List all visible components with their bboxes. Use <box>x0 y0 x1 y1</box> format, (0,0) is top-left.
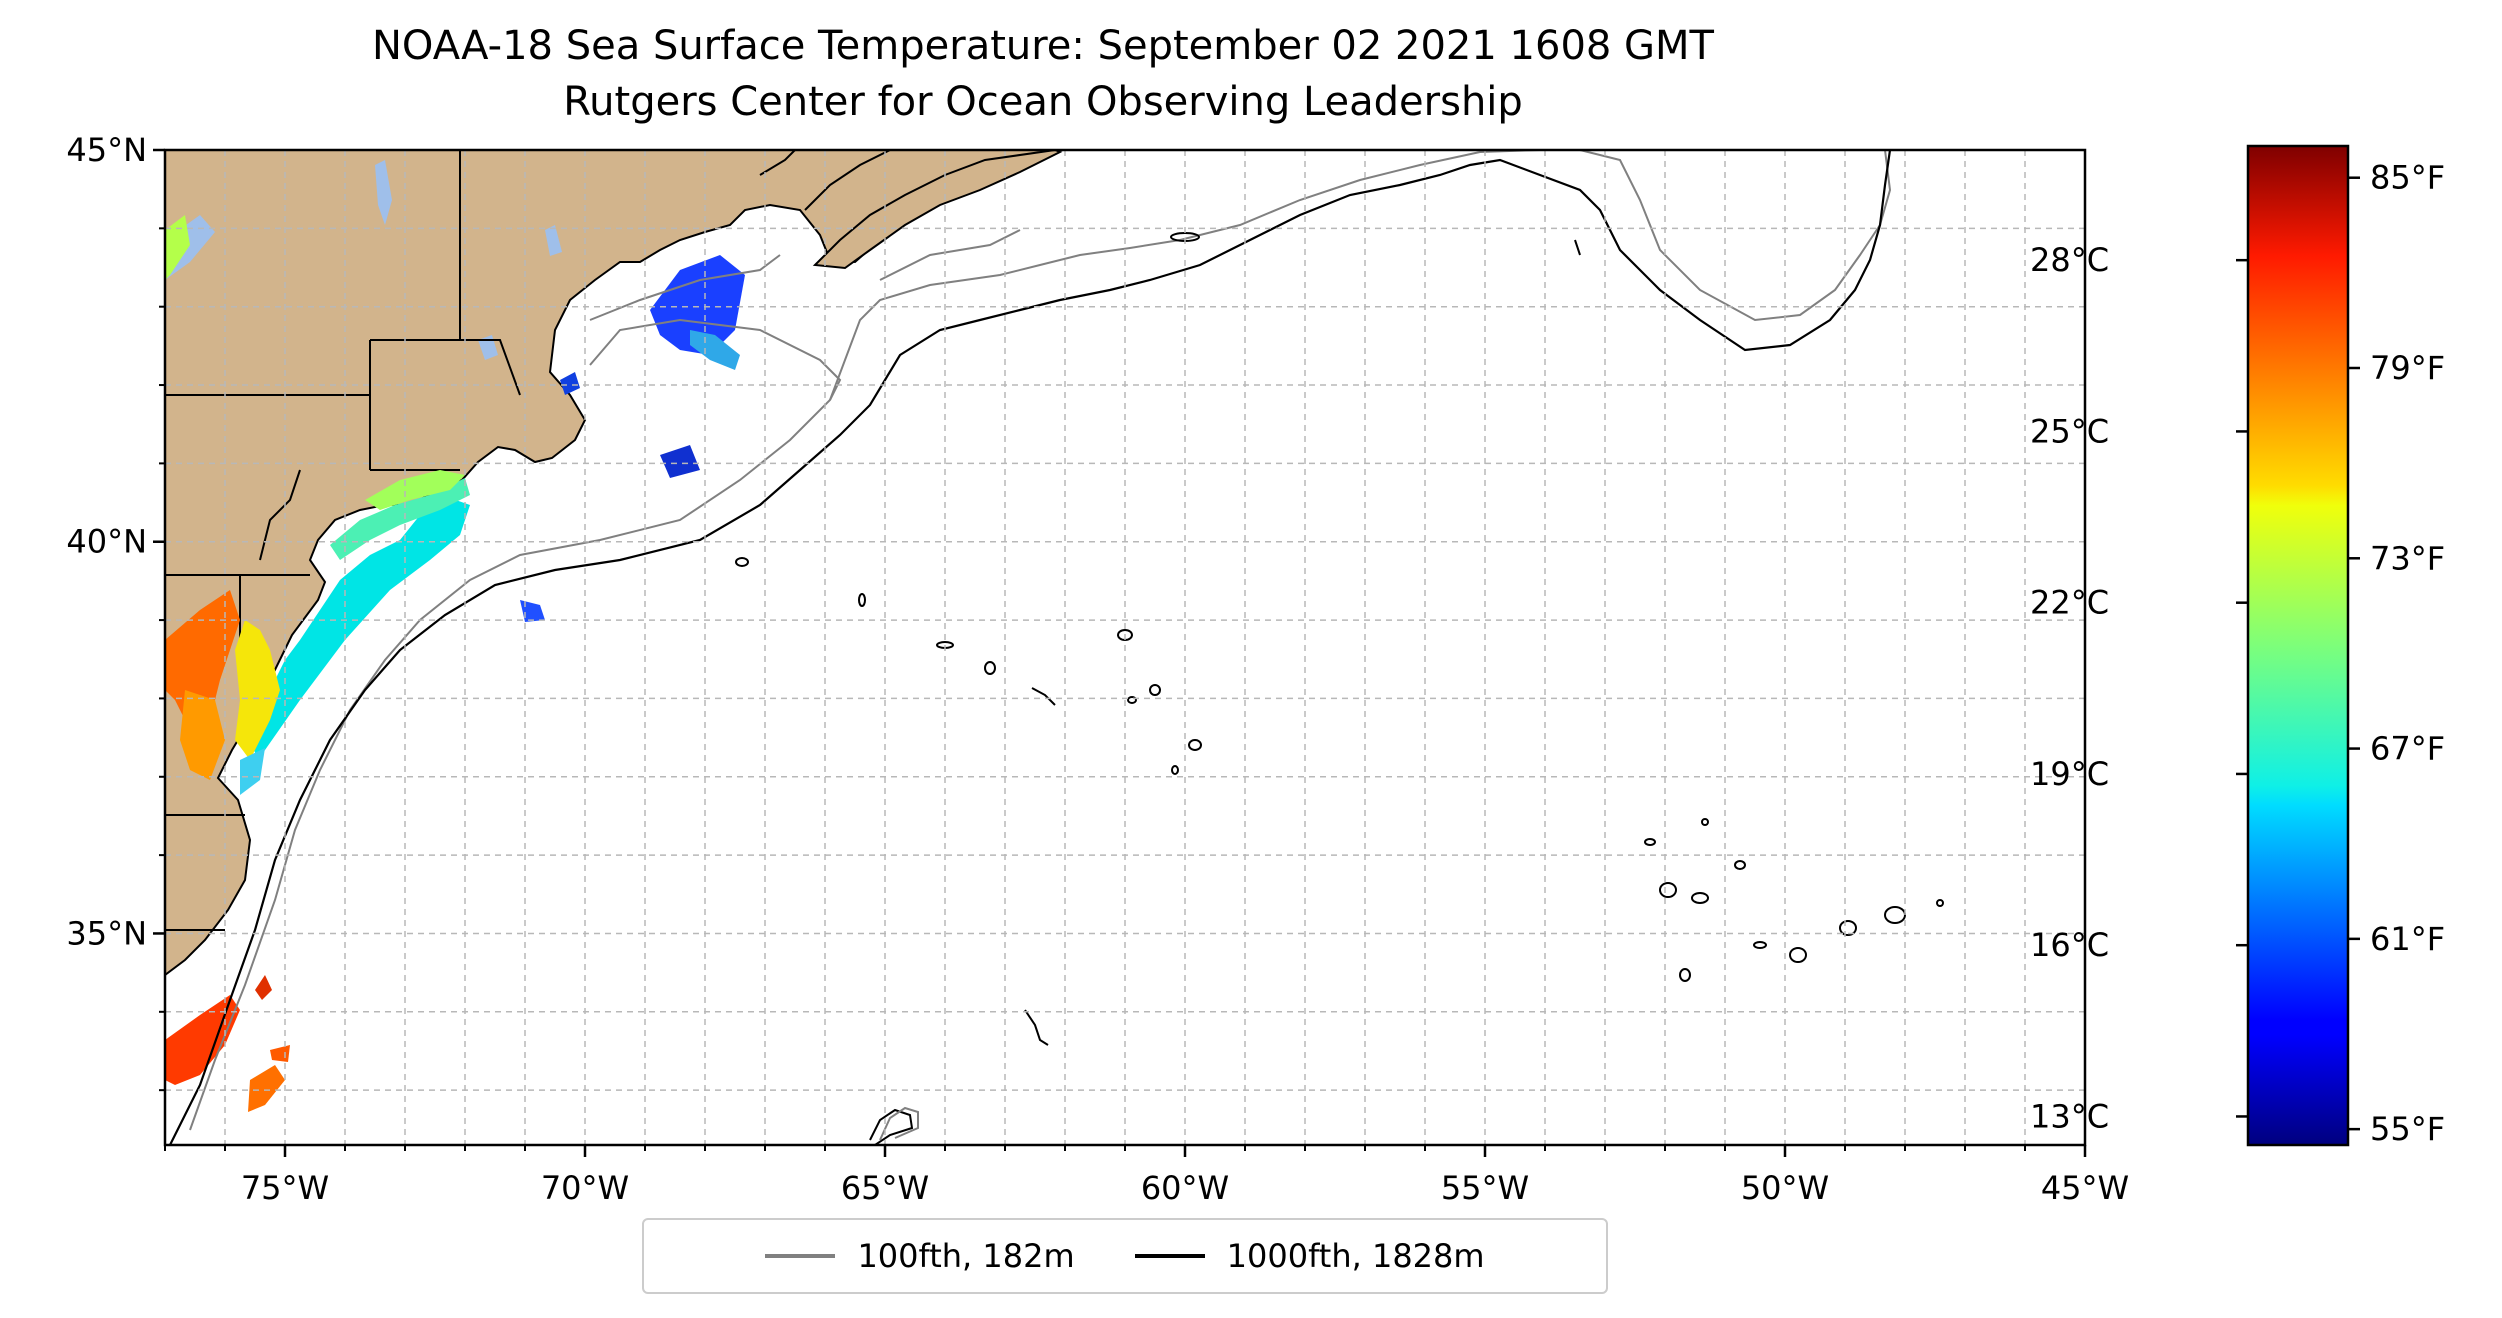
sst-coastal-data <box>165 215 470 1112</box>
colorbar-c-label: 13°C <box>2030 1097 2109 1135</box>
x-tick-label: 75°W <box>241 1169 329 1207</box>
colorbar-f-label: 73°F <box>2370 539 2445 577</box>
colorbar-f-label: 79°F <box>2370 349 2445 387</box>
colorbar-c-label: 16°C <box>2030 926 2109 964</box>
sst-gulf-of-maine-data <box>520 255 745 622</box>
x-tick-label: 55°W <box>1441 1169 1529 1207</box>
y-tick-label: 40°N <box>66 523 147 561</box>
x-axis-ticks: 75°W 70°W 65°W 60°W 55°W 50°W 45°W <box>164 1145 2129 1207</box>
x-tick-label: 50°W <box>1741 1169 1829 1207</box>
legend-item-1000fth: 1000fth, 1828m <box>1134 1237 1485 1275</box>
legend-label-1000fth: 1000fth, 1828m <box>1226 1237 1485 1275</box>
colorbar-f-label: 55°F <box>2370 1110 2445 1148</box>
canada-coast-detail <box>759 150 1581 256</box>
legend: 100fth, 182m 1000fth, 1828m <box>642 1218 1608 1294</box>
seamounts <box>735 232 1944 1145</box>
x-tick-label: 65°W <box>841 1169 929 1207</box>
colorbar-f-label: 61°F <box>2370 920 2445 958</box>
land-nova-scotia <box>812 150 1063 270</box>
colorbar-c-label: 22°C <box>2030 584 2109 622</box>
chart-subtitle: Rutgers Center for Ocean Observing Leade… <box>563 79 1523 125</box>
colorbar-fahrenheit-ticks: 85°F 79°F 73°F 67°F 61°F 55°F <box>2348 159 2445 1148</box>
colorbar-f-label: 67°F <box>2370 730 2445 768</box>
y-tick-label: 35°N <box>66 914 147 952</box>
chart-title: NOAA-18 Sea Surface Temperature: Septemb… <box>372 23 1714 69</box>
colorbar-c-label: 28°C <box>2030 241 2109 279</box>
colorbar-f-label: 85°F <box>2370 159 2445 197</box>
legend-swatch-100fth <box>765 1254 836 1258</box>
x-tick-label: 70°W <box>541 1169 629 1207</box>
isobath-1000fth <box>169 150 1892 1145</box>
legend-label-100fth: 100fth, 182m <box>857 1237 1075 1275</box>
map-gridlines <box>165 150 2085 1145</box>
x-tick-label: 45°W <box>2041 1169 2129 1207</box>
colorbar-c-label: 19°C <box>2030 755 2109 793</box>
x-tick-label: 60°W <box>1141 1169 1229 1207</box>
colorbar <box>2246 144 2350 1147</box>
colorbar-celsius-ticks: 28°C 25°C 22°C 19°C 16°C 13°C <box>2030 241 2248 1135</box>
seamount-shoal <box>879 1106 919 1141</box>
land-north-america <box>165 150 1056 977</box>
legend-item-100fth: 100fth, 182m <box>765 1237 1075 1275</box>
y-axis-ticks: 45°N 40°N 35°N <box>66 131 165 1092</box>
legend-swatch-1000fth <box>1134 1254 1205 1258</box>
colorbar-c-label: 25°C <box>2030 412 2109 450</box>
y-tick-label: 45°N <box>66 131 147 169</box>
